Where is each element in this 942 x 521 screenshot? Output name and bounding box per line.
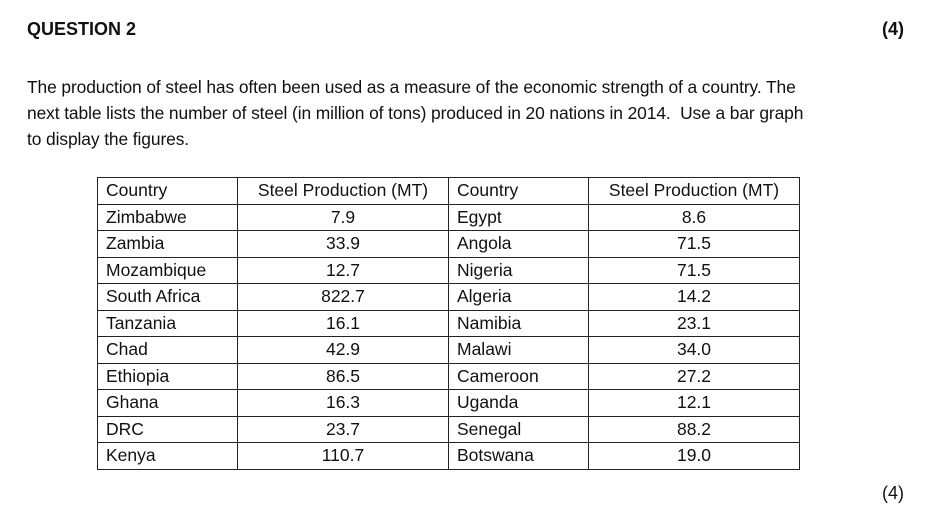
question-marks-top: (4) [882, 19, 904, 39]
table-row: Tanzania 16.1 Namibia 23.1 [97, 309, 800, 337]
cell-production-right: 88.2 [588, 415, 800, 443]
cell-production-right: 23.1 [588, 309, 800, 337]
question-intro: The production of steel has often been u… [27, 74, 917, 152]
cell-production-right: 71.5 [588, 230, 800, 258]
table-row: Ethiopia 86.5 Cameroon 27.2 [97, 362, 800, 390]
header-country-right: Country [448, 177, 589, 205]
table-row: Chad 42.9 Malawi 34.0 [97, 336, 800, 364]
header-country-left: Country [97, 177, 238, 205]
table-row: Zambia 33.9 Angola 71.5 [97, 230, 800, 258]
table-row: DRC 23.7 Senegal 88.2 [97, 415, 800, 443]
cell-country-left: Kenya [97, 442, 238, 470]
cell-production-left: 33.9 [237, 230, 449, 258]
cell-country-right: Cameroon [448, 362, 589, 390]
table-row: Ghana 16.3 Uganda 12.1 [97, 389, 800, 417]
intro-line: next table lists the number of steel (in… [27, 103, 804, 123]
cell-production-left: 16.1 [237, 309, 449, 337]
question-title: QUESTION 2 [27, 19, 137, 39]
cell-country-right: Algeria [448, 283, 589, 311]
cell-country-left: Zimbabwe [97, 203, 238, 231]
cell-country-left: Mozambique [97, 256, 238, 284]
question-marks-bottom: (4) [882, 483, 904, 503]
cell-country-left: Tanzania [97, 309, 238, 337]
table-row: Mozambique 12.7 Nigeria 71.5 [97, 256, 800, 284]
cell-country-right: Senegal [448, 415, 589, 443]
cell-production-right: 71.5 [588, 256, 800, 284]
cell-country-left: Chad [97, 336, 238, 364]
cell-production-left: 86.5 [237, 362, 449, 390]
cell-production-right: 14.2 [588, 283, 800, 311]
cell-production-right: 8.6 [588, 203, 800, 231]
cell-production-left: 110.7 [237, 442, 449, 470]
table-row: Zimbabwe 7.9 Egypt 8.6 [97, 203, 800, 231]
cell-country-right: Nigeria [448, 256, 589, 284]
cell-country-right: Uganda [448, 389, 589, 417]
cell-production-right: 34.0 [588, 336, 800, 364]
cell-country-left: South Africa [97, 283, 238, 311]
cell-country-right: Namibia [448, 309, 589, 337]
table-header-row: Country Steel Production (MT) Country St… [97, 177, 800, 205]
cell-country-right: Botswana [448, 442, 589, 470]
cell-production-right: 27.2 [588, 362, 800, 390]
steel-production-table: Country Steel Production (MT) Country St… [97, 177, 800, 470]
header-production-right: Steel Production (MT) [588, 177, 800, 205]
cell-country-left: Ghana [97, 389, 238, 417]
intro-line: The production of steel has often been u… [27, 77, 796, 97]
cell-production-left: 42.9 [237, 336, 449, 364]
cell-production-left: 23.7 [237, 415, 449, 443]
table-row: Kenya 110.7 Botswana 19.0 [97, 442, 800, 470]
cell-country-left: DRC [97, 415, 238, 443]
cell-production-right: 19.0 [588, 442, 800, 470]
cell-country-right: Angola [448, 230, 589, 258]
cell-country-left: Zambia [97, 230, 238, 258]
cell-country-left: Ethiopia [97, 362, 238, 390]
intro-line: to display the figures. [27, 129, 190, 149]
cell-country-right: Malawi [448, 336, 589, 364]
cell-country-right: Egypt [448, 203, 589, 231]
table-row: South Africa 822.7 Algeria 14.2 [97, 283, 800, 311]
cell-production-left: 7.9 [237, 203, 449, 231]
cell-production-left: 16.3 [237, 389, 449, 417]
cell-production-left: 12.7 [237, 256, 449, 284]
cell-production-right: 12.1 [588, 389, 800, 417]
cell-production-left: 822.7 [237, 283, 449, 311]
header-production-left: Steel Production (MT) [237, 177, 449, 205]
